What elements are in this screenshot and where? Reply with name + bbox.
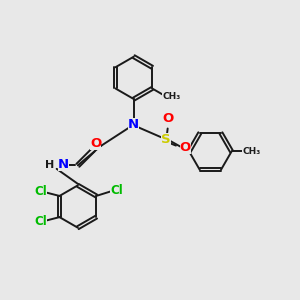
Text: O: O xyxy=(162,112,173,125)
Text: O: O xyxy=(90,137,101,150)
Text: Cl: Cl xyxy=(34,215,47,228)
Text: CH₃: CH₃ xyxy=(242,147,261,156)
Text: S: S xyxy=(161,133,171,146)
Text: H: H xyxy=(45,160,54,170)
Text: CH₃: CH₃ xyxy=(163,92,181,100)
Text: Cl: Cl xyxy=(34,185,47,198)
Text: O: O xyxy=(180,141,191,154)
Text: N: N xyxy=(128,118,140,131)
Text: N: N xyxy=(58,158,69,171)
Text: Cl: Cl xyxy=(110,184,123,197)
